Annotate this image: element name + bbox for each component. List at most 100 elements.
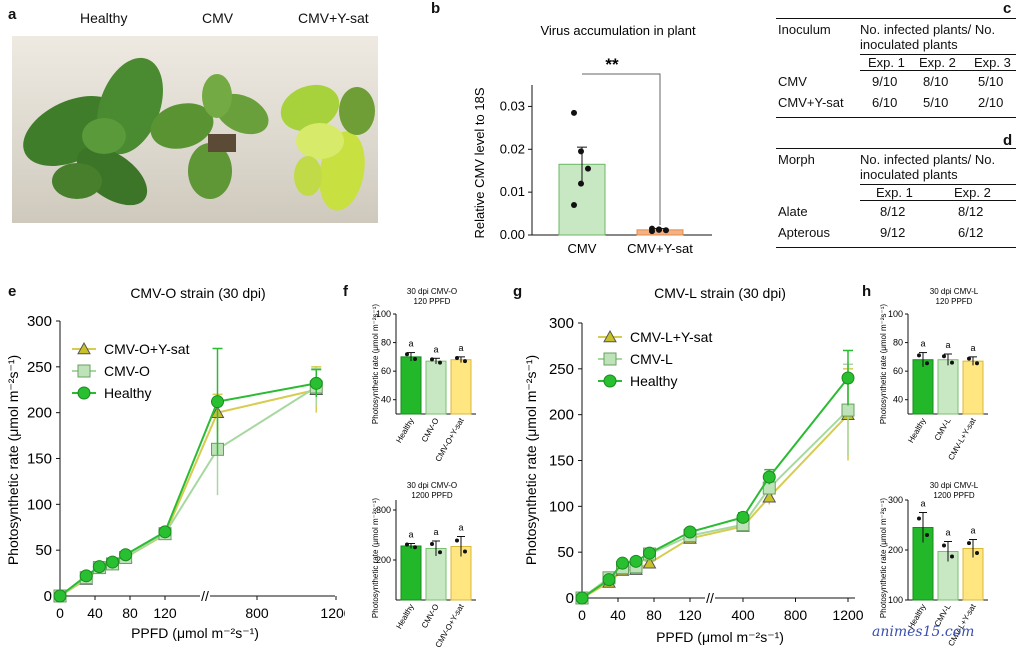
chart-h-top-point: [975, 361, 979, 366]
chart-g-axis-break: //: [706, 590, 714, 606]
chart-f-top-category-label: CMV-O: [420, 417, 441, 444]
chart-g-ytick-label: 300: [549, 315, 574, 332]
chart-h-top: 30 dpi CMV-L 120 PPFD Photosynthetic rat…: [879, 287, 988, 462]
table-c-row1-v1: 9/10: [872, 74, 898, 89]
chart-f-bot-title1: 30 dpi CMV-O: [407, 481, 457, 490]
chart-g-marker: [616, 556, 629, 570]
table-c-exp3: Exp. 3: [974, 55, 1011, 70]
table-d-row1-v2: 8/12: [958, 204, 984, 219]
chart-e-title: CMV-O strain (30 dpi): [130, 285, 265, 301]
chart-h-top-ytick-label: 40: [893, 395, 903, 405]
table-d-row2-v1: 9/12: [880, 225, 906, 240]
chart-h-top-point: [942, 354, 946, 359]
chart-e-xtick-label: 0: [56, 605, 64, 621]
chart-b: Virus accumulation in plant Relative CMV…: [472, 23, 712, 256]
chart-b-point: [663, 227, 669, 234]
chart-f-top-ylabel: Photosynthetic rate (μmol m⁻²s⁻¹): [371, 304, 380, 425]
chart-e-marker: [77, 386, 91, 400]
chart-g-xtick-label: 0: [578, 607, 586, 623]
chart-f-bot-bar: [425, 548, 447, 601]
chart-f-bot-point: [463, 549, 467, 554]
chart-g-marker: [603, 374, 617, 388]
chart-f-top-point: [463, 359, 467, 364]
chart-f-top-title2: 120 PPFD: [414, 297, 451, 306]
chart-f-top-sig-letter: a: [408, 339, 413, 349]
chart-h-bot-point: [917, 516, 921, 521]
table-c-row2-v3: 2/10: [978, 95, 1004, 110]
table-c-row2-v1: 6/10: [872, 95, 898, 110]
chart-f-bot-point: [430, 542, 434, 546]
chart-h-bot-point: [925, 533, 929, 537]
chart-f-top-ytick-label: 80: [381, 338, 391, 348]
chart-h-top-point: [925, 361, 929, 366]
chart-g-ytick-label: 200: [549, 407, 574, 424]
chart-e-marker: [211, 395, 224, 409]
table-c: Inoculum No. infected plants/ No. inocul…: [776, 18, 1016, 118]
group-label-cmv: CMV: [202, 10, 234, 26]
chart-f-top-point: [455, 356, 459, 360]
chart-g-marker: [841, 403, 855, 417]
chart-f-top-ytick-label: 100: [376, 309, 391, 319]
legend-g-ysat: CMV-L+Y-sat: [630, 329, 712, 345]
chart-e-ytick-label: 200: [27, 405, 52, 422]
chart-b-ytick-label: 0.01: [500, 184, 525, 199]
table-d-col2b: inoculated plants: [860, 167, 958, 182]
chart-b-title: Virus accumulation in plant: [540, 23, 696, 38]
chart-h-top-ytick-label: 80: [893, 338, 903, 348]
chart-h-top-title2: 120 PPFD: [936, 297, 973, 306]
chart-g-xlabel: PPFD (μmol m⁻²s⁻¹): [656, 629, 784, 645]
chart-g-xtick-label: 1200: [832, 607, 863, 623]
chart-h-bot-point: [967, 541, 971, 546]
chart-f-bot-bar: [400, 545, 422, 601]
table-c-row1-v2: 8/10: [923, 74, 949, 89]
chart-f-top-ytick-label: 40: [381, 395, 391, 405]
significance-mark: **: [605, 55, 619, 74]
panel-label-d: d: [1003, 132, 1013, 149]
chart-f-top-sig-letter: a: [433, 344, 438, 354]
chart-h-bot-sig-letter: a: [970, 526, 975, 536]
healthy-plant: [23, 57, 163, 206]
table-d-row2-v2: 6/12: [958, 225, 984, 240]
chart-f-top-category-label: Healthy: [394, 417, 415, 445]
table-c-col2a: No. infected plants/ No.: [860, 22, 996, 37]
chart-b-point: [585, 165, 591, 172]
chart-e-xlabel: PPFD (μmol m⁻²s⁻¹): [131, 625, 259, 641]
chart-e: CMV-O strain (30 dpi) Photosynthetic rat…: [5, 285, 345, 641]
chart-e-xtick-label: 40: [87, 605, 103, 621]
chart-g-xtick-label: 800: [784, 607, 808, 623]
chart-g-xtick-label: 80: [646, 607, 662, 623]
chart-h-top-sig-letter: a: [945, 340, 950, 350]
chart-f-bot-ytick-label: 200: [376, 555, 391, 565]
chart-e-ytick-label: 300: [27, 313, 52, 330]
chart-f-bot-title2: 1200 PPFD: [411, 491, 453, 500]
chart-f-top-point: [405, 352, 409, 357]
chart-f-bot-ytick-label: 300: [376, 505, 391, 515]
chart-g-marker: [575, 591, 589, 605]
chart-h-top-point: [917, 353, 921, 358]
chart-e-marker: [119, 548, 133, 562]
chart-f-top-bar: [450, 359, 472, 415]
chart-b-point: [571, 109, 577, 116]
panel-label-h: h: [862, 283, 872, 300]
chart-f-top-bar: [425, 360, 447, 415]
chart-h-bot-ytick-label: 300: [888, 495, 903, 505]
table-c-exp2: Exp. 2: [919, 55, 956, 70]
chart-h-bot-title1: 30 dpi CMV-L: [930, 481, 979, 490]
legend-e-healthy: Healthy: [104, 385, 151, 401]
chart-g-xtick-label: 40: [610, 607, 626, 623]
chart-b-category-label: CMV+Y-sat: [627, 241, 693, 256]
chart-e-marker: [106, 555, 119, 569]
chart-h-bot-title2: 1200 PPFD: [933, 491, 975, 500]
chart-f-bot-point: [438, 550, 442, 555]
chart-g-ytick-label: 150: [549, 453, 574, 470]
chart-f-top-point: [413, 357, 417, 361]
chart-e-xtick-label: 80: [122, 605, 138, 621]
chart-h-bot-sig-letter: a: [945, 528, 950, 538]
panel-label-e: e: [8, 283, 17, 300]
chart-g-marker: [841, 371, 855, 385]
chart-h-top-point: [950, 360, 954, 365]
chart-f-bot-point: [455, 538, 459, 543]
panel-label-f: f: [343, 283, 348, 300]
chart-e-marker: [79, 569, 93, 583]
panel-label-c: c: [1003, 0, 1012, 17]
